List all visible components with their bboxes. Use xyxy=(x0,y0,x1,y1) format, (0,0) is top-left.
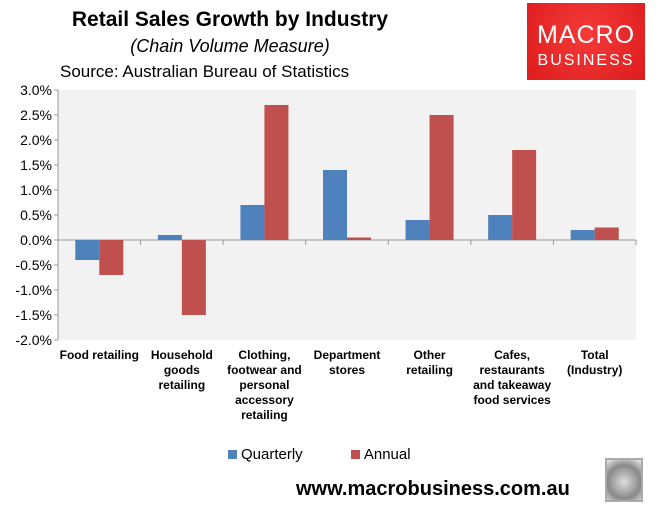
legend: Quarterly Annual xyxy=(228,446,455,463)
bar-annual xyxy=(347,237,371,240)
y-tick-label: -1.5% xyxy=(15,307,52,323)
bar-annual xyxy=(429,115,454,240)
bar-quarterly xyxy=(75,240,100,260)
bar-quarterly xyxy=(157,235,182,240)
bar-quarterly xyxy=(488,215,513,240)
bar-annual xyxy=(181,240,206,315)
y-tick-label: -1.0% xyxy=(15,282,52,298)
bar-annual xyxy=(99,240,124,275)
y-tick-label: 1.5% xyxy=(20,157,52,173)
bar-quarterly xyxy=(240,205,265,240)
macrobusiness-logo: MACRO BUSINESS xyxy=(527,3,645,80)
fox-icon xyxy=(605,458,643,502)
logo-line1: MACRO xyxy=(536,21,636,49)
legend-label: Annual xyxy=(363,446,411,463)
chart-subtitle: (Chain Volume Measure) xyxy=(130,36,330,56)
y-tick-label: 2.5% xyxy=(20,107,52,123)
bar-quarterly xyxy=(570,230,595,240)
category-label: Household goods retailing xyxy=(150,348,213,392)
bar-annual xyxy=(594,227,619,240)
category-label: Total (Industry) xyxy=(567,348,623,377)
y-tick-label: 1.0% xyxy=(20,182,52,198)
category-label: Food retailing xyxy=(59,348,139,362)
y-tick-label: -0.5% xyxy=(15,257,52,273)
legend-annual: Annual xyxy=(350,446,411,463)
category-label: Cafes, restaurants and takeaway food ser… xyxy=(473,348,552,407)
chart-title: Retail Sales Growth by Industry xyxy=(71,8,389,31)
y-tick-label: 0.5% xyxy=(20,207,52,223)
bar-annual xyxy=(512,150,537,240)
category-label: Other retailing xyxy=(406,348,453,377)
y-tick-label: 2.0% xyxy=(20,132,52,148)
legend-swatch xyxy=(350,450,360,459)
category-label: Clothing, footwear and personal accessor… xyxy=(227,348,302,422)
legend-swatch xyxy=(228,450,237,459)
category-label: Department stores xyxy=(313,348,381,377)
bar-annual xyxy=(264,105,289,240)
bar-quarterly xyxy=(405,220,430,240)
y-tick-label: -2.0% xyxy=(15,332,52,348)
chart-source: Source: Australian Bureau of Statistics xyxy=(60,62,350,81)
legend-quarterly: Quarterly xyxy=(228,446,303,463)
y-tick-label: 3.0% xyxy=(20,82,52,98)
legend-label: Quarterly xyxy=(241,446,303,463)
logo-line2: BUSINESS xyxy=(537,52,635,69)
bar-quarterly xyxy=(323,170,347,240)
website-url: www.macrobusiness.com.au xyxy=(296,478,570,500)
y-tick-label: 0.0% xyxy=(20,232,52,248)
